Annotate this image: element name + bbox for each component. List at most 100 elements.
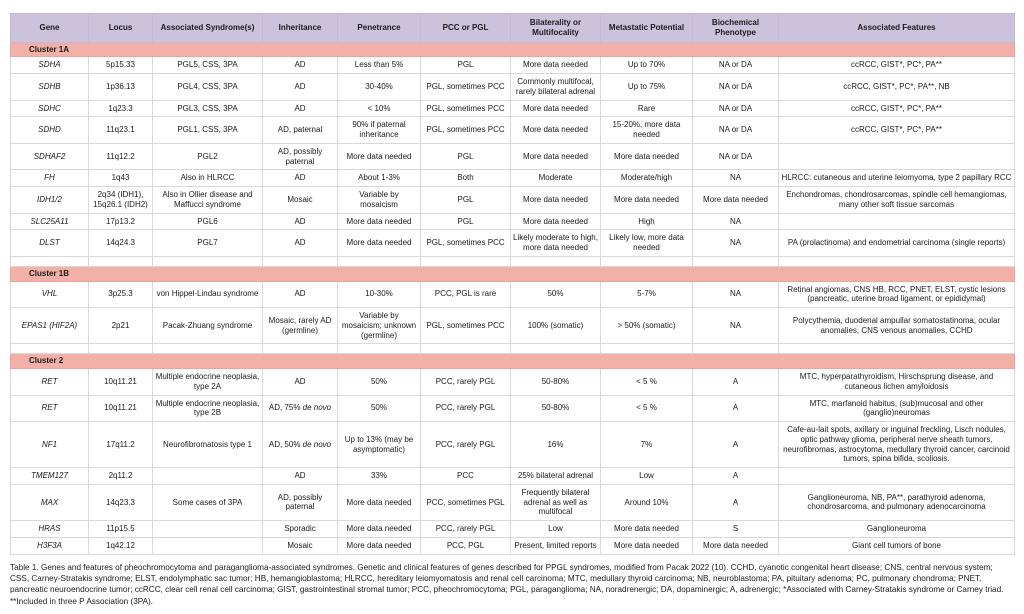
cell-metastatic-potential: > 50% (somatic)	[600, 306, 693, 345]
spacer-cell	[337, 343, 421, 355]
cell-pcc-or-pgl: PGL	[420, 56, 511, 74]
column-header-associated-features: Associated Features	[778, 13, 1015, 43]
cell-associated-features: ccRCC, GIST*, PC*, PA**	[778, 99, 1015, 118]
cell-bilaterality-multifocality: 50%	[510, 280, 601, 308]
gene-row-slc25a11: SLC25A11 17p13.2 PGL6 AD More data needed PGL…	[10, 212, 1015, 231]
cell-associated-features	[778, 212, 1015, 231]
cell-associated-features: Enchondromas, chondrosarcomas, spindle c…	[778, 186, 1015, 214]
spacer-cell	[10, 343, 89, 355]
cell-pcc-or-pgl: Both	[420, 169, 511, 187]
gene-row-hras: HRAS 11p15.5 Sporadic More data needed PCC, …	[10, 520, 1015, 538]
cell-penetrance: 10-30%	[337, 280, 421, 308]
cell-bilaterality-multifocality: 25% bilateral adrenal	[510, 467, 601, 485]
cell-biochemical-phenotype: NA or DA	[692, 73, 779, 101]
cell-locus: 2p21	[88, 306, 153, 345]
cell-gene: RET	[10, 394, 89, 422]
cluster-band-row: Cluster 1A	[10, 41, 1015, 58]
cell-inheritance: AD, possibly paternal	[262, 142, 338, 171]
cell-inheritance: AD	[262, 169, 338, 187]
cell-inheritance: AD	[262, 99, 338, 118]
cell-syndromes: PGL5, CSS, 3PA	[152, 56, 263, 74]
cell-pcc-or-pgl: PCC, PGL is rare	[420, 280, 511, 308]
cell-penetrance: More data needed	[337, 142, 421, 171]
cell-gene: HRAS	[10, 520, 89, 538]
cell-inheritance: AD	[262, 229, 338, 257]
cell-metastatic-potential: More data needed	[600, 186, 693, 214]
cell-syndromes: Pacak-Zhuang syndrome	[152, 306, 263, 345]
cell-biochemical-phenotype: A	[692, 483, 779, 522]
spacer-cell	[692, 255, 779, 267]
cell-syndromes: Multiple endocrine neoplasia, type 2B	[152, 394, 263, 422]
cell-inheritance: Mosaic	[262, 186, 338, 214]
cluster-label: Cluster 1B	[10, 265, 1015, 282]
cell-penetrance: < 10%	[337, 99, 421, 118]
cell-inheritance: Mosaic, rarely AD (germline)	[262, 306, 338, 345]
spacer-cell	[510, 255, 601, 267]
spacer-cell	[88, 255, 153, 267]
cell-bilaterality-multifocality: Frequently bilateral adrenal as well as …	[510, 483, 601, 522]
spacer-row	[10, 343, 1015, 355]
gene-row-tmem127: TMEM127 2q11.2 AD 33% PCC 25% bilateral adren…	[10, 467, 1015, 485]
column-header-gene: Gene	[10, 13, 89, 43]
cell-pcc-or-pgl: PGL, sometimes PCC	[420, 306, 511, 345]
cell-penetrance: Up to 13% (may be asymptomatic)	[337, 421, 421, 468]
cell-syndromes: Also in Ollier disease and Maffucci synd…	[152, 186, 263, 214]
cell-gene: TMEM127	[10, 467, 89, 485]
column-header-locus: Locus	[88, 13, 153, 43]
cell-associated-features: Polycythemia, duodenal ampullar somatost…	[778, 306, 1015, 345]
gene-row-sdhb: SDHB 1p36.13 PGL4, CSS, 3PA AD 30-40% PGL, so…	[10, 73, 1015, 101]
cell-syndromes	[152, 467, 263, 485]
cluster-band-row: Cluster 2	[10, 353, 1015, 369]
cell-biochemical-phenotype: More data needed	[692, 536, 779, 555]
cell-gene: SLC25A11	[10, 212, 89, 231]
cell-gene: DLST	[10, 229, 89, 257]
cell-metastatic-potential: < 5 %	[600, 368, 693, 396]
table-body: Cluster 1A SDHA 5p15.33 PGL5, CSS, 3PA AD Les…	[10, 41, 1015, 555]
cell-pcc-or-pgl: PGL	[420, 186, 511, 214]
cell-syndromes: von Hippel-Lindau syndrome	[152, 280, 263, 308]
cell-gene: H3F3A	[10, 536, 89, 555]
gene-row-vhl: VHL 3p25.3 von Hippel-Lindau syndrome AD 10-…	[10, 280, 1015, 308]
spacer-cell	[420, 255, 511, 267]
cell-gene: SDHD	[10, 116, 89, 144]
cell-pcc-or-pgl: PGL, sometimes PCC	[420, 229, 511, 257]
cell-bilaterality-multifocality: Commonly multifocal, rarely bilateral ad…	[510, 73, 601, 101]
cell-biochemical-phenotype: NA or DA	[692, 142, 779, 171]
cell-penetrance: 30-40%	[337, 73, 421, 101]
gene-row-sdhc: SDHC 1q23.3 PGL3, CSS, 3PA AD < 10% PGL, some…	[10, 99, 1015, 118]
cell-biochemical-phenotype: NA	[692, 229, 779, 257]
cell-bilaterality-multifocality: More data needed	[510, 142, 601, 171]
cell-penetrance: Variable by mosaicism; unknown (germline…	[337, 306, 421, 345]
cell-bilaterality-multifocality: More data needed	[510, 186, 601, 214]
cell-penetrance: More data needed	[337, 483, 421, 522]
gene-row-max: MAX 14q23.3 Some cases of 3PA AD, possibly …	[10, 483, 1015, 522]
spacer-cell	[600, 343, 693, 355]
cell-associated-features: Ganglioneuroma, NB, PA**, parathyroid ad…	[778, 483, 1015, 522]
cell-locus: 2q34 (IDH1), 15q26.1 (IDH2)	[88, 186, 153, 214]
cell-biochemical-phenotype: NA or DA	[692, 56, 779, 74]
cell-metastatic-potential: More data needed	[600, 142, 693, 171]
cell-metastatic-potential: 15-20%, more data needed	[600, 116, 693, 144]
gene-row-sdha: SDHA 5p15.33 PGL5, CSS, 3PA AD Less than 5% P…	[10, 56, 1015, 74]
cell-gene: SDHAF2	[10, 142, 89, 171]
cell-locus: 17p13.2	[88, 212, 153, 231]
cell-metastatic-potential: More data needed	[600, 536, 693, 555]
cell-metastatic-potential: Around 10%	[600, 483, 693, 522]
cell-penetrance: About 1-3%	[337, 169, 421, 187]
gene-row-sdhaf2: SDHAF2 11q12.2 PGL2 AD, possibly paternal Mo…	[10, 142, 1015, 171]
cell-penetrance: More data needed	[337, 229, 421, 257]
cell-inheritance: AD, possibly paternal	[262, 483, 338, 522]
gene-row-nf1: NF1 17q11.2 Neurofibromatosis type 1 AD, 50…	[10, 421, 1015, 468]
cell-metastatic-potential: Low	[600, 467, 693, 485]
cell-inheritance: Sporadic	[262, 520, 338, 538]
cell-associated-features: MTC, marfanoid habitus, (sub)mucosal and…	[778, 394, 1015, 422]
cell-biochemical-phenotype: More data needed	[692, 186, 779, 214]
cell-pcc-or-pgl: PCC, sometimes PGL	[420, 483, 511, 522]
cell-pcc-or-pgl: PCC, rarely PGL	[420, 520, 511, 538]
cell-associated-features	[778, 142, 1015, 171]
cell-bilaterality-multifocality: Likely moderate to high, more data neede…	[510, 229, 601, 257]
spacer-cell	[262, 343, 338, 355]
spacer-cell	[10, 255, 89, 267]
spacer-cell	[692, 343, 779, 355]
cell-gene: SDHC	[10, 99, 89, 118]
